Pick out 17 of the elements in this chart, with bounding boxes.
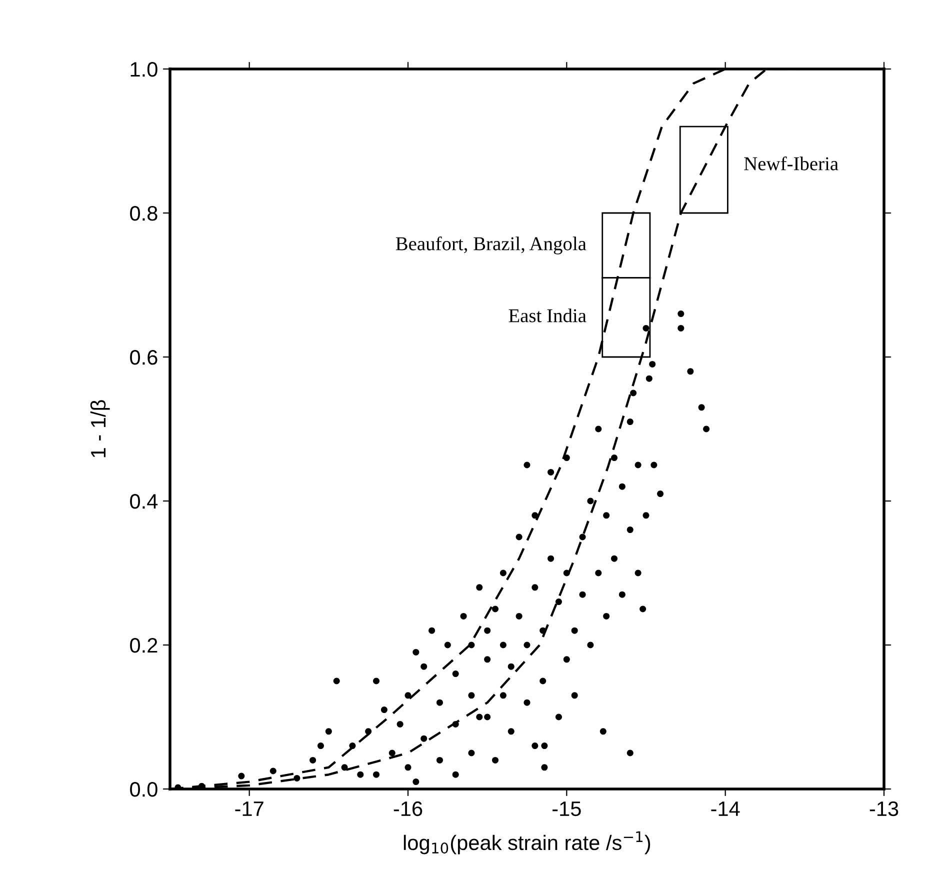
annotation: Newf-Iberia: [744, 156, 838, 170]
y-tick-label: 0.2: [130, 638, 158, 653]
y-tick-label: 0.0: [130, 782, 158, 797]
x-tick-label: -13: [870, 801, 898, 816]
y-axis-title: 1 - 1/β: [90, 400, 110, 458]
annotation: East India: [508, 308, 586, 322]
x-axis-title: log$_{10}$(peak strain rate /s$^{−1}$): [404, 831, 650, 854]
x-tick-label: -14: [711, 802, 740, 816]
y-tick-label: 0.6: [130, 350, 158, 365]
y-tick-label: 0.8: [130, 206, 158, 221]
x-tick-label: -16: [394, 801, 422, 816]
y-tick-label: 0.4: [130, 494, 158, 509]
x-tick-label: -17: [235, 802, 264, 816]
annotation: Beaufort, Brazil, Angola: [396, 236, 586, 254]
x-tick-label: -15: [552, 802, 581, 816]
y-tick-label: 1.0: [130, 62, 158, 77]
bar: [679, 126, 728, 214]
